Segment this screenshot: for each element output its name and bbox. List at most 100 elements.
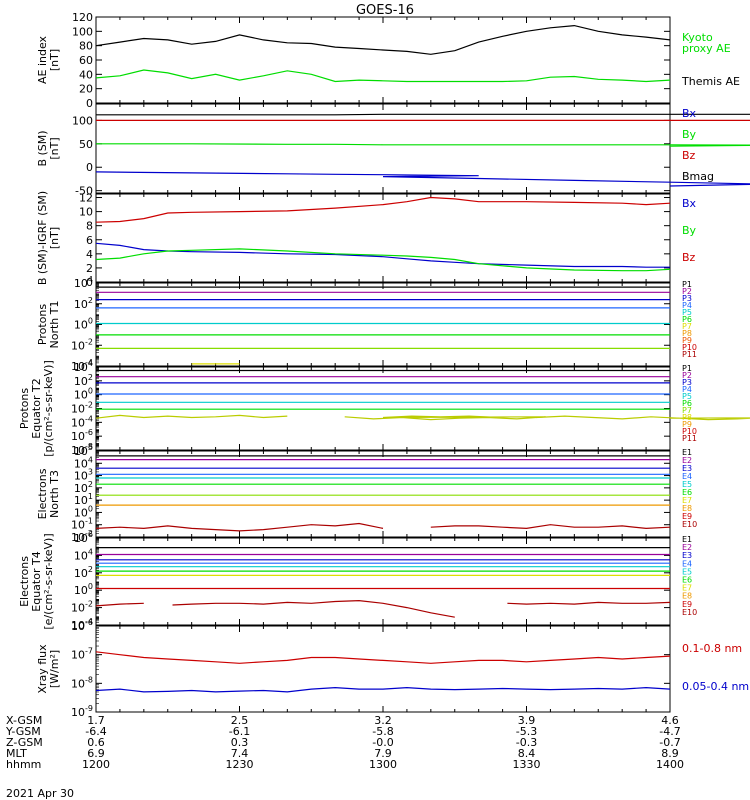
panel-frame xyxy=(95,103,671,194)
legend-label: E7 xyxy=(682,584,692,593)
legend-label: E3 xyxy=(682,551,692,560)
y-tick-label: 20 xyxy=(79,83,93,96)
series-segment-p7a xyxy=(95,414,288,419)
legend-label: Themis AE xyxy=(681,75,740,88)
y-axis-label: AE index[nT] xyxy=(36,35,61,84)
legend-label: E6 xyxy=(682,488,692,497)
legend-label: Bx xyxy=(682,107,697,120)
legend-label: E10 xyxy=(682,608,697,617)
series-line-themis-ae xyxy=(95,24,671,55)
legend: Bx By Bz Bmag xyxy=(682,107,714,183)
figure-title: GOES-16 xyxy=(356,3,414,18)
footer-value: -6.4 xyxy=(85,725,106,738)
legend-label: E5 xyxy=(682,480,692,489)
footer-value: 7.9 xyxy=(374,747,392,760)
footer-row-label: Z-GSM xyxy=(6,736,43,749)
legend-label: P9 xyxy=(682,420,692,429)
y-tick-label: 100 xyxy=(72,25,93,38)
y-tick-label: 100 xyxy=(72,114,93,127)
footer-row-label: Y-GSM xyxy=(5,725,41,738)
footer-value: 1.7 xyxy=(87,714,105,727)
footer-value: 2.5 xyxy=(231,714,249,727)
legend-label: E2 xyxy=(682,456,692,465)
legend-label: 0.05-0.4 nm xyxy=(682,680,749,693)
y-axis-label: ElectronsEquator T4[e/(cm²-s-sr-keV)] xyxy=(18,533,55,629)
y-tick-label: 10-2 xyxy=(71,401,93,416)
footer-value: 8.4 xyxy=(518,747,536,760)
footer-value: 1200 xyxy=(82,758,110,771)
footer-value: -0.0 xyxy=(372,736,393,749)
series-line-kyoto-proxy-ae xyxy=(95,69,671,83)
legend-label: Bz xyxy=(682,149,696,162)
legend-label: E10 xyxy=(682,520,697,529)
y-tick-label: 10-7 xyxy=(71,647,93,662)
y-tick-label: 100 xyxy=(74,317,93,332)
footer-row-label: MLT xyxy=(6,747,27,760)
panel-en: 10-210-1100101102103104105ElectronsNorth… xyxy=(36,443,697,544)
panel-frame xyxy=(95,537,671,626)
y-axis-label: ProtonsEquator T2[p/(cm²-s-sr-keV)] xyxy=(18,360,55,457)
panel-pe: 10-810-610-410-2100102104ProtonsEquator … xyxy=(18,359,750,457)
panel-frame xyxy=(95,282,671,367)
y-tick-label: 80 xyxy=(79,40,93,53)
footer-value: 1300 xyxy=(369,758,397,771)
y-tick-label: 120 xyxy=(72,11,93,24)
legend-label: E2 xyxy=(682,543,692,552)
y-axis-label: ElectronsNorth T3 xyxy=(36,468,61,519)
series-line-0-1-0-8-nm xyxy=(95,651,671,664)
y-axis-label: B (SM)[nT] xyxy=(36,130,61,166)
series-segment-e9c xyxy=(507,601,671,605)
y-tick-label: 50 xyxy=(79,138,93,151)
footer-ephemeris: X-GSM 1.7 2.5 3.2 3.9 4.6 Y-GSM -6.4 -6.1 -5.8 -5.… xyxy=(5,714,684,771)
series-line-bx xyxy=(95,242,670,268)
series-segment-e9b xyxy=(172,599,455,618)
panel-frame xyxy=(95,193,671,283)
legend-label: P1 xyxy=(682,280,692,289)
y-tick-label: 104 xyxy=(74,359,93,374)
footer-value: 3.9 xyxy=(518,714,536,727)
legend-label: P3 xyxy=(682,294,692,303)
legend-label: Bx xyxy=(682,197,697,210)
panel-frame xyxy=(95,16,671,104)
legend-label: P8 xyxy=(682,329,692,338)
y-tick-label: 102 xyxy=(74,296,93,311)
legend-label: P6 xyxy=(682,315,692,324)
legend-label: P11 xyxy=(682,350,697,359)
footer-value: -6.1 xyxy=(229,725,250,738)
legend-label: Bz xyxy=(682,251,696,264)
y-tick-label: 4 xyxy=(86,248,93,261)
legend-label: E7 xyxy=(682,496,692,505)
series-line-by xyxy=(96,143,750,147)
series-segment-e9a xyxy=(95,522,384,532)
footer-value: 0.3 xyxy=(231,736,249,749)
date-label: 2021 Apr 30 xyxy=(6,787,74,800)
series-segment-p7b xyxy=(344,415,546,421)
footer-value: 1330 xyxy=(513,758,541,771)
legend-label: P5 xyxy=(682,392,692,401)
legend-label: P11 xyxy=(682,434,697,443)
legend-label: P9 xyxy=(682,336,692,345)
y-tick-label: 10-8 xyxy=(71,675,93,690)
legend-label: P6 xyxy=(682,399,692,408)
legend-label: E8 xyxy=(682,504,692,513)
y-tick-label: 104 xyxy=(74,547,93,562)
footer-value: 7.4 xyxy=(231,747,249,760)
legend: Bx By Bz xyxy=(682,197,697,264)
y-tick-label: 102 xyxy=(74,373,93,388)
legend-label: P4 xyxy=(682,301,692,310)
footer-value: -4.7 xyxy=(659,725,680,738)
y-tick-label: 0 xyxy=(86,97,93,110)
legend-label: E1 xyxy=(682,535,692,544)
legend: 0.1-0.8 nm 0.05-0.4 nm xyxy=(682,642,749,693)
y-tick-label: 100 xyxy=(74,387,93,402)
legend-label: E6 xyxy=(682,576,692,585)
legend-label: proxy AE xyxy=(682,42,731,55)
panel-bsm: -50 0 50 100 B (SM)[nT] Bx By Bz Bmag xyxy=(36,103,750,198)
series-line-bz xyxy=(95,196,671,223)
footer-value: 4.6 xyxy=(661,714,679,727)
